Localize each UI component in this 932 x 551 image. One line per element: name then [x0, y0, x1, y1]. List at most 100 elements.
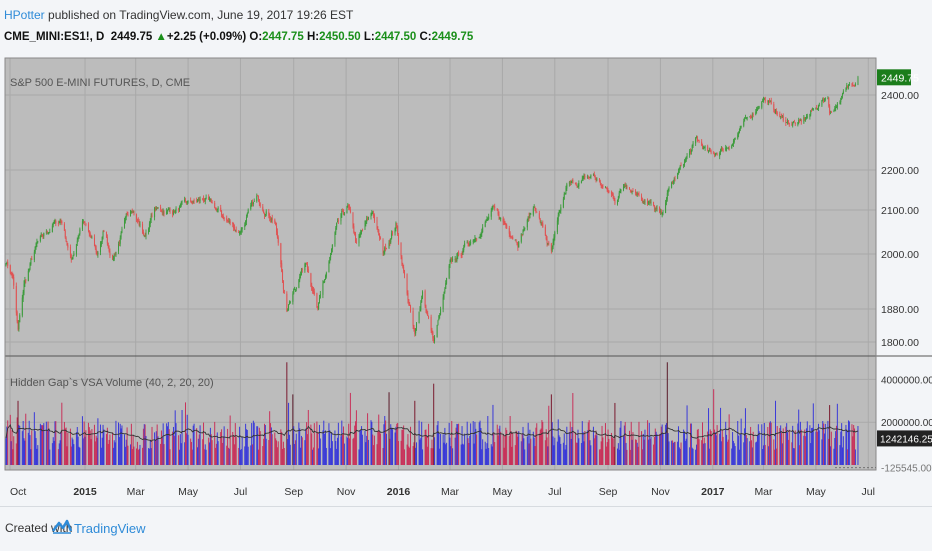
volume-bar [124, 446, 126, 466]
candle-body [451, 258, 453, 261]
volume-bar [449, 437, 451, 466]
candle-body [247, 209, 249, 213]
candle-body [360, 231, 362, 235]
candle-body [608, 191, 610, 192]
candle-body [244, 224, 246, 227]
candle-body [156, 207, 158, 209]
symbol-label[interactable]: CME_MINI:ES1!, D [4, 31, 105, 43]
candle-body [624, 185, 626, 187]
candle-body [516, 242, 518, 245]
candle-body [538, 213, 540, 219]
volume-bar [130, 423, 132, 466]
candle-body [806, 116, 808, 118]
volume-bar [78, 446, 80, 466]
candle-body [330, 252, 332, 258]
candle-body [665, 199, 667, 203]
volume-bar [257, 449, 259, 466]
candle-body [691, 145, 693, 150]
volume-bar [125, 439, 127, 466]
candle-body [854, 85, 856, 87]
volume-bar [406, 444, 408, 466]
volume-bar [612, 438, 614, 466]
volume-axis[interactable]: 4000000.0000 2000000.0000 1242146.2500 -125… [835, 375, 932, 475]
volume-bar [809, 425, 811, 466]
candle-body [223, 218, 225, 220]
volume-bar [70, 446, 72, 466]
volume-bar [624, 421, 626, 466]
volume-bar [546, 437, 548, 466]
volume-bar [131, 449, 133, 466]
tradingview-logo-icon[interactable] [52, 517, 72, 535]
candle-body [797, 122, 799, 125]
candle-body [767, 100, 769, 103]
price-axis[interactable]: 2400.00 2200.00 2100.00 2000.00 1880.00 1800.… [877, 69, 919, 349]
volume-bar [854, 428, 856, 466]
candle-body [683, 161, 685, 165]
volume-bar [431, 439, 433, 466]
volume-bar [144, 424, 146, 466]
candle-body [391, 233, 393, 239]
volume-bar [239, 426, 241, 466]
volume-bar [95, 435, 97, 466]
time-axis[interactable]: Oct 2015 Mar May Jul Sep Nov 2016 Mar May Jul Sep No… [10, 486, 875, 498]
candle-body [545, 234, 547, 240]
volume-bar [192, 425, 194, 466]
candle-body [150, 215, 152, 221]
candle-body [443, 291, 445, 298]
tradingview-brand[interactable]: TradingView [74, 521, 146, 536]
candle-body [324, 276, 326, 280]
volume-bar [654, 428, 656, 466]
candle-body [696, 137, 698, 138]
volume-bar [565, 444, 567, 466]
chart-canvas[interactable]: 2400.00 2200.00 2100.00 2000.00 1880.00 1800.… [0, 54, 932, 506]
price-pane[interactable] [5, 58, 876, 356]
volume-grid [5, 378, 876, 423]
volume-bar [743, 442, 745, 466]
volume-bar [270, 427, 272, 466]
volume-bar [805, 428, 807, 466]
volume-bar [598, 449, 600, 466]
candle-body [276, 231, 278, 238]
volume-bar [594, 435, 596, 466]
candle-body [533, 207, 535, 209]
volume-bar [415, 447, 417, 466]
volume-bar [438, 432, 440, 466]
volume-bar [328, 423, 330, 466]
volume-bar [197, 447, 199, 466]
volume-bar [528, 443, 530, 466]
volume-bar [454, 437, 456, 466]
candle-body [130, 211, 132, 213]
volume-bar [517, 436, 519, 466]
candle-body [204, 199, 206, 202]
volume-bar [580, 443, 582, 466]
time-tick-label: Sep [284, 486, 303, 498]
candle-body [752, 114, 754, 116]
candle-body [490, 210, 492, 217]
candle-body [452, 259, 454, 261]
volume-bar [672, 443, 674, 466]
volume-bar [313, 423, 315, 466]
candle-body [792, 123, 794, 126]
time-tick-label: Mar [754, 486, 773, 498]
volume-bar [420, 437, 422, 466]
volume-bar [659, 434, 661, 466]
volume-bar [752, 431, 754, 466]
volume-bar [385, 433, 387, 466]
volume-bars [5, 362, 859, 466]
volume-bar [52, 437, 54, 466]
candle-body [346, 206, 348, 214]
volume-bar [744, 428, 746, 466]
candle-body [126, 213, 128, 215]
candle-body [245, 216, 247, 222]
volume-bar [593, 438, 595, 466]
candle-body [294, 289, 296, 291]
candle-body [58, 222, 60, 224]
candle-body [59, 221, 61, 223]
volume-bar [30, 449, 32, 466]
volume-bar [450, 446, 452, 466]
volume-bar [635, 439, 637, 466]
candle-body [643, 201, 645, 203]
candle-body [653, 201, 655, 205]
candle-body [774, 110, 776, 113]
author-link[interactable]: HPotter [4, 8, 45, 22]
